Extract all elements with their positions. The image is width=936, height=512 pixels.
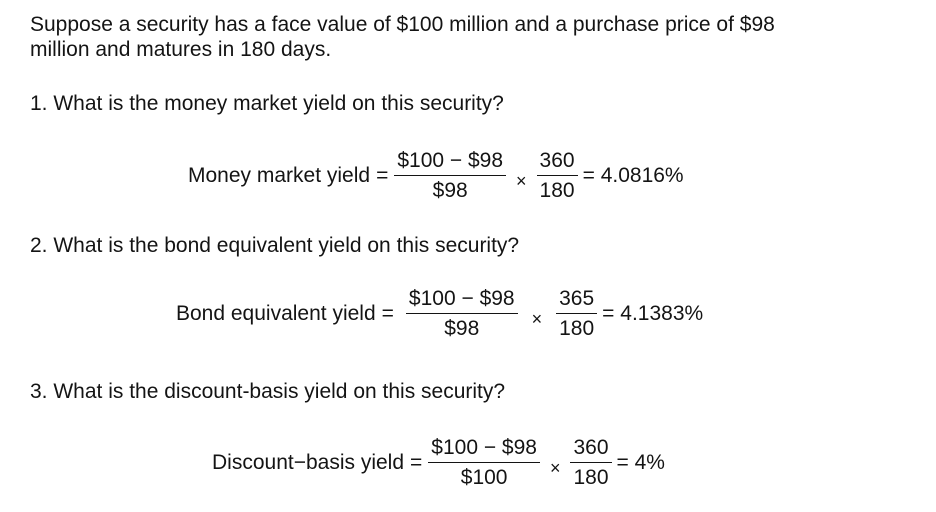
formula-result: = 4% [616,451,665,474]
question-2: 2. What is the bond equivalent yield on … [30,234,520,257]
problem-statement-line-2: million and matures in 180 days. [30,38,332,61]
formula-discount-basis-yield: Discount−basis yield = $100 − $98 $100 ×… [212,437,665,489]
fraction-day-ratio: 360 180 [536,149,578,202]
times-sign: × [549,457,561,478]
fraction-denominator: 180 [556,313,598,340]
fraction-day-ratio: 365 180 [556,287,598,340]
problem-statement-line-1: Suppose a security has a face value of $… [30,13,775,36]
times-sign: × [516,170,527,191]
fraction-denominator: 180 [570,462,612,489]
formula-result: = 4.1383% [602,302,704,325]
equals-sign: = [381,302,394,325]
question-3: 3. What is the discount-basis yield on t… [30,380,506,403]
formula-result: = 4.0816% [582,164,684,187]
fraction-denominator: $98 [394,175,507,202]
question-1: 1. What is the money market yield on thi… [30,92,504,115]
fraction-numerator: 360 [539,149,575,172]
equals-sign: = [376,164,389,187]
fraction-numerator: $100 − $98 [431,436,537,459]
fraction-price-ratio: $100 − $98 $98 [405,287,518,340]
formula-label: Money market yield [188,164,371,187]
fraction-denominator: $98 [405,313,518,340]
formula-label: Bond equivalent yield [176,302,376,325]
problem-statement: Suppose a security has a face value of $… [30,12,930,62]
fraction-denominator: 180 [536,175,578,202]
fraction-price-ratio: $100 − $98 $98 [394,149,507,202]
formula-label: Discount−basis yield [212,451,405,474]
formula-bond-equivalent-yield: Bond equivalent yield = $100 − $98 $98 ×… [176,288,703,340]
equals-sign: = [410,451,423,474]
fraction-denominator: $100 [428,462,540,489]
fraction-numerator: 365 [559,287,595,310]
times-sign: × [531,308,543,329]
fraction-price-ratio: $100 − $98 $100 [428,437,540,489]
fraction-day-ratio: 360 180 [570,436,612,489]
formula-money-market-yield: Money market yield = $100 − $98 $98 × 36… [188,150,684,202]
fraction-numerator: $100 − $98 [397,149,504,172]
fraction-numerator: 360 [573,436,609,459]
fraction-numerator: $100 − $98 [408,287,515,310]
